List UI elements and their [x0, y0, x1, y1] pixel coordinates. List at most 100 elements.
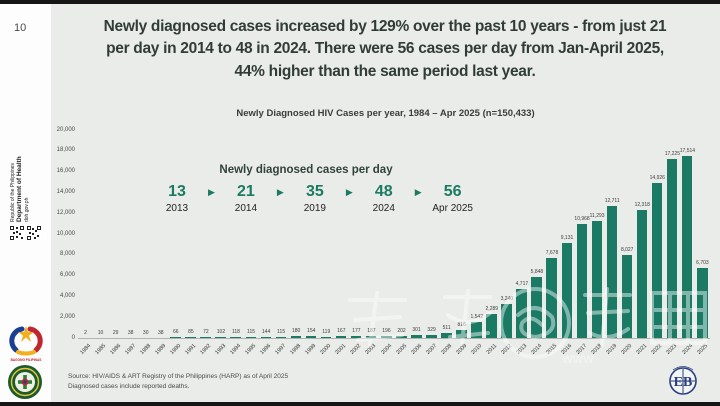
bar-slot: 154 [304, 130, 319, 338]
qr-code-icon [27, 226, 41, 240]
bar-slot: 10 [93, 130, 108, 338]
bar-slot: 115 [244, 130, 259, 338]
arrow-right-icon: ▶ [208, 187, 215, 197]
bar-2000 [320, 336, 332, 338]
bar-value-label: 180 [292, 328, 301, 335]
y-tick-label: 8,000 [59, 251, 75, 258]
bar-value-label: 144 [261, 328, 271, 335]
bar-slot: 115 [274, 130, 289, 338]
left-sidebar: 10 Republic of the Philippines Departmen… [0, 4, 51, 402]
bar-2020 [621, 254, 633, 338]
bar-1997 [275, 336, 287, 338]
svg-text:BAGONG PILIPINAS: BAGONG PILIPINAS [11, 358, 42, 362]
bar-1993 [215, 336, 227, 338]
cases-year: 2014 [234, 203, 258, 214]
bar-slot: 177 [349, 130, 364, 338]
bar-2017 [576, 223, 588, 338]
headline-line-1: Newly diagnosed cases increased by 129% … [103, 18, 667, 35]
bar-slot: 511 [439, 130, 454, 338]
bar-value-label: 196 [382, 327, 391, 334]
y-tick-label: 16,000 [56, 168, 75, 175]
cases-year: 2013 [165, 203, 189, 214]
bar-value-label: 2 [84, 329, 87, 336]
bar-value-label: 8,027 [620, 246, 634, 253]
inset-row: 13 2013 ▶ 21 2014 ▶ 35 2019 ▶ 48 2024 ▶ 56 Apr 2025 [151, 183, 496, 215]
bar-2007 [426, 334, 437, 338]
bar-1995 [245, 336, 257, 338]
bar-slot: 85 [183, 130, 198, 338]
y-tick-label: 4,000 [59, 292, 75, 299]
bar-slot: 8,027 [620, 130, 635, 338]
bar-value-label: 3,240 [500, 296, 514, 303]
bar-2002 [350, 336, 362, 338]
bar-slot: 301 [409, 130, 424, 338]
bar-value-label: 167 [337, 328, 346, 335]
source-line-2: Diagnosed cases include reported deaths. [68, 383, 190, 391]
bar-slot: 180 [289, 130, 304, 338]
bar-value-label: 2,289 [485, 306, 499, 313]
cases-value: 35 [305, 183, 324, 200]
bar-value-label: 511 [442, 324, 451, 331]
bar-value-label: 10 [97, 329, 104, 336]
y-tick-label: 12,000 [56, 209, 75, 216]
bar-value-label: 115 [247, 328, 256, 335]
cases-value: 13 [168, 183, 186, 200]
bar-value-label: 118 [231, 328, 240, 335]
bar-slot: 202 [394, 130, 409, 338]
bar-slot: 10,968 [574, 130, 590, 338]
bar-2006 [411, 334, 422, 338]
bar-slot: 102 [213, 130, 228, 338]
bar-1999 [305, 336, 317, 338]
bar-slot: 38 [123, 130, 138, 338]
bar-2009 [456, 329, 467, 338]
bar-slot: 12,318 [635, 130, 650, 338]
x-axis-line [78, 338, 710, 339]
cases-per-day-item: 35 2019 [289, 183, 341, 215]
bar-slot: 2 [78, 130, 93, 338]
bar-value-label: 1,542 [470, 313, 483, 320]
cases-year: 2019 [303, 203, 326, 214]
doh-seal-icon [8, 365, 42, 399]
bar-2018 [591, 220, 603, 338]
plot-area: 2 10 29 38 30 38 66 85 72 102 118 115 144 115 180 154 11… [78, 130, 710, 338]
bar-value-label: 301 [412, 326, 421, 333]
bar-2012 [501, 304, 512, 338]
bar-slot: 66 [168, 130, 183, 338]
bar-value-label: 5,848 [530, 269, 544, 276]
bar-slot: 2,289 [484, 130, 499, 338]
headline-line-2: per day in 2014 to 48 in 2024. There wer… [106, 40, 664, 58]
bar-value-label: 85 [188, 329, 194, 335]
source-line-1: Source: HIV/AIDS & ART Registry of the P… [68, 373, 289, 380]
bar-slot: 1,542 [469, 130, 484, 338]
bagong-pilipinas-logo: BAGONG PILIPINAS [9, 326, 43, 362]
arrow-right-icon: ▶ [414, 187, 422, 197]
bar-1990 [170, 337, 181, 338]
bar-value-label: 66 [173, 329, 179, 335]
page-number: 10 [14, 22, 27, 34]
y-tick-label: 2,000 [59, 313, 75, 320]
inset-title: Newly diagnosed cases per day [219, 164, 393, 176]
cases-year: Apr 2025 [432, 203, 473, 214]
y-tick-label: 20,000 [56, 126, 75, 133]
arrow-right-icon: ▶ [345, 187, 353, 197]
bar-2011 [486, 314, 497, 338]
bar-slot: 187 [364, 130, 379, 338]
bar-2010 [471, 321, 482, 338]
bar-1996 [260, 336, 272, 338]
bar-value-label: 816 [457, 321, 466, 328]
headline-line-3: 44% higher than the same period last yea… [234, 62, 536, 80]
bar-value-label: 115 [277, 328, 286, 335]
bar-value-label: 6,703 [696, 260, 709, 267]
bar-value-label: 329 [427, 326, 436, 333]
bar-slot: 3,240 [499, 130, 514, 338]
x-axis-labels: 1984 1985 1986 1987 1988 1989 1990 1991 1992 1993… [78, 340, 710, 364]
y-tick-label: 0 [71, 334, 75, 341]
bar-value-label: 10,968 [574, 215, 590, 222]
bar-1994 [230, 336, 242, 338]
chart-title: Newly Diagnosed HIV Cases per year, 1984… [236, 108, 535, 119]
bar-slot: 6,703 [695, 130, 710, 338]
slide-content: Newly diagnosed cases increased by 129% … [51, 4, 720, 402]
bar-slot: 119 [319, 130, 334, 338]
bar-slot: 38 [153, 130, 168, 338]
bar-value-label: 187 [367, 328, 376, 335]
